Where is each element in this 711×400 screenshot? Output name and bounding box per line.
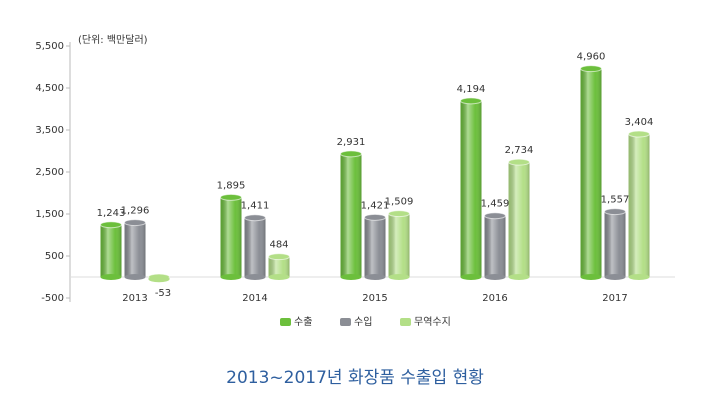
bar-shade xyxy=(484,215,506,277)
bar-base xyxy=(484,274,506,280)
bar-cap xyxy=(364,213,386,221)
bar-base xyxy=(268,274,290,280)
bar-cap xyxy=(100,221,122,229)
bar xyxy=(484,212,506,280)
value-label: 2,931 xyxy=(337,137,366,148)
bar xyxy=(388,210,410,280)
bar xyxy=(364,213,386,280)
bar-base xyxy=(244,274,266,280)
y-tick-label: 3,500 xyxy=(35,125,64,136)
bar-cap xyxy=(484,212,506,220)
value-label: 4,194 xyxy=(457,84,486,95)
bar xyxy=(220,193,242,280)
bar-base xyxy=(148,276,170,283)
bar-shade xyxy=(220,197,242,277)
value-label: 1,421 xyxy=(361,200,390,211)
bar-cap xyxy=(604,208,626,216)
bar xyxy=(460,97,482,280)
bar-cap xyxy=(268,253,290,261)
x-tick-label: 2017 xyxy=(602,293,627,304)
y-tick-label: 1,500 xyxy=(35,209,64,220)
bar-base xyxy=(580,274,602,280)
bar-base xyxy=(628,274,650,280)
bar-cap xyxy=(508,158,530,166)
bar-cap xyxy=(340,150,362,158)
bar xyxy=(148,273,170,283)
chart-title: 2013~2017년 화장품 수출입 현황 xyxy=(226,368,484,388)
bar xyxy=(100,221,122,280)
value-label: 1,895 xyxy=(217,180,246,191)
x-tick-label: 2015 xyxy=(362,293,387,304)
bar-shade xyxy=(460,100,482,278)
bar-shade xyxy=(628,134,650,277)
bar xyxy=(340,150,362,280)
value-label: 4,960 xyxy=(577,52,606,63)
value-label: 1,296 xyxy=(121,206,150,217)
bar-cap xyxy=(220,193,242,201)
y-tick-label: -500 xyxy=(41,293,64,304)
value-label: 1,509 xyxy=(385,197,414,208)
bar-base xyxy=(460,274,482,280)
value-label: 484 xyxy=(269,240,288,251)
unit-note: (단위: 백만달러) xyxy=(78,33,148,46)
bar-base xyxy=(604,274,626,280)
bar-shade xyxy=(580,68,602,278)
bar xyxy=(124,219,146,280)
bar xyxy=(604,208,626,280)
x-tick-label: 2014 xyxy=(242,293,267,304)
bar-shade xyxy=(124,222,146,277)
value-label: 1,411 xyxy=(241,201,270,212)
value-label: 1,557 xyxy=(601,195,630,206)
bar-shade xyxy=(364,217,386,277)
bar-cap xyxy=(628,130,650,138)
bar-shade xyxy=(388,213,410,277)
bar-base xyxy=(220,274,242,280)
bar-shade xyxy=(340,153,362,277)
value-label: 1,459 xyxy=(481,199,510,210)
bar-cap xyxy=(580,65,602,73)
value-label: -53 xyxy=(155,288,171,299)
bar-base xyxy=(364,274,386,280)
bar xyxy=(268,253,290,280)
legend-label: 무역수지 xyxy=(414,316,451,328)
bar xyxy=(628,130,650,280)
bar-shade xyxy=(244,217,266,277)
bar xyxy=(508,158,530,280)
x-tick-label: 2013 xyxy=(122,293,147,304)
bar xyxy=(244,214,266,280)
legend-swatch xyxy=(340,318,351,326)
value-label: 1,243 xyxy=(97,208,126,219)
bar-shade xyxy=(100,224,122,277)
value-label: 3,404 xyxy=(625,117,654,128)
bar-cap xyxy=(388,210,410,218)
bar-cap xyxy=(460,97,482,105)
legend-swatch xyxy=(280,318,291,326)
bar-cap xyxy=(244,214,266,222)
legend-label: 수출 xyxy=(294,316,312,328)
bar-base xyxy=(388,274,410,280)
bar-shade xyxy=(268,256,290,277)
y-tick-label: 500 xyxy=(45,251,64,262)
y-tick-label: 2,500 xyxy=(35,167,64,178)
bar-shade xyxy=(604,211,626,277)
y-tick-label: 4,500 xyxy=(35,83,64,94)
bar-base xyxy=(508,274,530,280)
legend-label: 수입 xyxy=(354,315,372,328)
x-tick-label: 2016 xyxy=(482,293,507,304)
bar-base xyxy=(340,274,362,280)
bar-shade xyxy=(508,162,530,277)
bar-base xyxy=(124,274,146,280)
bar-cap xyxy=(124,219,146,227)
bar xyxy=(580,65,602,280)
y-tick-label: 5,500 xyxy=(35,41,64,52)
bar-base xyxy=(100,274,122,280)
legend-swatch xyxy=(400,318,411,326)
value-label: 2,734 xyxy=(505,145,534,156)
